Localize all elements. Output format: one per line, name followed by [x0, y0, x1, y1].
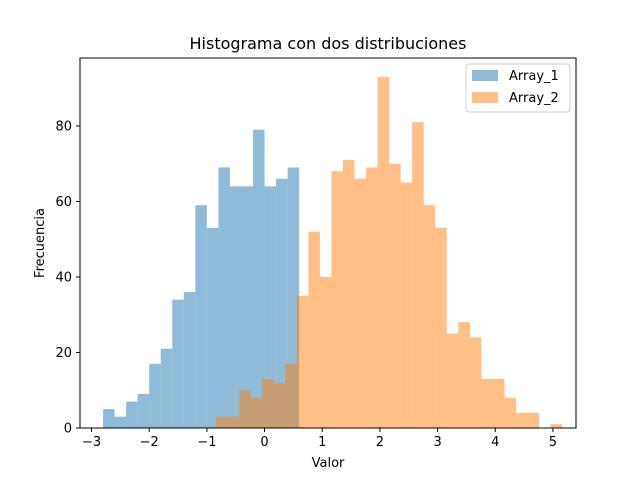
legend-swatch-array-1	[472, 70, 498, 81]
histogram-bar-series-1	[229, 186, 242, 428]
histogram-bar-series-1	[218, 167, 230, 428]
x-tick-label: −1	[197, 435, 216, 450]
x-axis-label: Valor	[312, 456, 345, 471]
x-tick-label: 0	[260, 435, 268, 450]
histogram-bar-series-2	[516, 412, 528, 428]
histogram-bar-series-2	[504, 397, 517, 428]
y-tick-label: 40	[55, 270, 72, 285]
histogram-bar-series-2	[435, 227, 447, 428]
histogram-bar-series-2	[216, 416, 228, 428]
histogram-bar-series-2	[262, 378, 274, 428]
histogram-bar-series-1	[253, 129, 265, 429]
histogram-bar-series-2	[481, 378, 493, 428]
histogram-bar-series-2	[354, 178, 367, 428]
histogram-bar-series-2	[273, 382, 286, 428]
histogram-bar-series-2	[492, 378, 505, 428]
histogram-bar-series-2	[423, 205, 436, 428]
histogram-bar-series-2	[400, 182, 413, 428]
y-tick-label: 0	[64, 422, 72, 437]
histogram-bar-series-1	[183, 292, 196, 428]
histogram-bar-series-1	[276, 178, 288, 428]
histogram-bar-series-1	[126, 401, 138, 428]
histogram-bar-series-1	[172, 299, 184, 428]
legend: Array_1 Array_2	[465, 63, 571, 113]
histogram-bar-series-2	[342, 159, 355, 428]
histogram-bar-series-1	[264, 186, 277, 428]
histogram-bar-series-1	[287, 167, 300, 428]
histogram-bar-series-2	[319, 276, 332, 428]
histogram-bar-series-2	[389, 163, 401, 428]
histogram-bar-series-2	[296, 295, 309, 428]
x-tick-label: −2	[140, 435, 159, 450]
x-tick-label: 4	[491, 435, 499, 450]
legend-label-array-2: Array_2	[509, 91, 559, 106]
histogram-bar-series-2	[239, 390, 251, 428]
legend-label-array-1: Array_1	[509, 69, 559, 84]
histogram-bar-series-1	[195, 205, 207, 428]
legend-swatch-array-2	[472, 92, 498, 103]
histogram-bar-series-2	[377, 76, 390, 428]
histogram-bar-series-2	[366, 167, 378, 428]
histogram-bar-series-2	[458, 322, 470, 428]
histogram-bar-series-2	[527, 412, 540, 428]
histogram-bar-series-2	[446, 333, 459, 428]
histogram-bar-series-1	[241, 186, 254, 428]
x-tick-label: 5	[549, 435, 557, 450]
histogram-bar-series-1	[149, 363, 161, 428]
histogram-bar-series-2	[227, 416, 240, 428]
x-tick-label: 3	[433, 435, 441, 450]
histogram-bar-series-2	[285, 363, 297, 428]
histogram-bar-series-1	[206, 227, 219, 428]
x-tick-label: 1	[318, 435, 326, 450]
histogram-bar-series-1	[114, 416, 127, 428]
x-axis-ticks: −3 −2 −1 0 1 2 3 4 5	[82, 428, 557, 450]
histogram-bar-series-1	[160, 348, 173, 428]
y-tick-label: 80	[55, 119, 72, 134]
histogram-bar-series-2	[412, 122, 424, 429]
histogram-bar-series-2	[308, 231, 320, 428]
histogram-bar-series-2	[331, 171, 343, 428]
chart-title: Histograma con dos distribuciones	[190, 34, 467, 53]
y-tick-label: 20	[55, 346, 72, 361]
x-tick-label: 2	[376, 435, 384, 450]
x-tick-label: −3	[82, 435, 101, 450]
histogram-bar-series-2	[469, 337, 482, 428]
bars-layer	[103, 76, 563, 429]
histogram-bar-series-2	[550, 424, 563, 428]
y-axis-label: Frecuencia	[33, 208, 48, 278]
histogram-bar-series-1	[103, 409, 115, 428]
y-axis-ticks: 0 20 40 60 80	[55, 119, 80, 437]
histogram-bar-series-1	[137, 394, 150, 428]
y-tick-label: 60	[55, 195, 72, 210]
plot-frame	[79, 57, 577, 429]
histogram-bar-series-2	[250, 397, 263, 428]
